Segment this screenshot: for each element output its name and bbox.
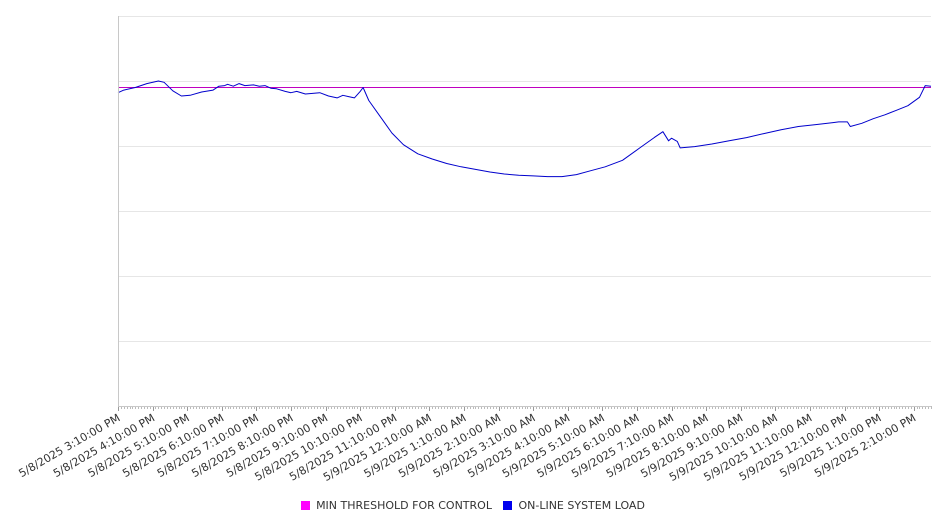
legend-swatch-threshold bbox=[301, 501, 311, 510]
legend-label-system-load: ON-LINE SYSTEM LOAD bbox=[518, 499, 645, 512]
legend-swatch-system-load bbox=[503, 501, 513, 510]
series-lines bbox=[117, 80, 932, 178]
gridlines bbox=[118, 16, 931, 342]
x-tick-labels: 5/8/2025 3:10:00 PM5/8/2025 4:10:00 PM5/… bbox=[16, 411, 918, 484]
legend: MIN THRESHOLD FOR CONTROL ON-LINE SYSTEM… bbox=[0, 499, 946, 513]
series-line-system-load bbox=[117, 80, 932, 178]
legend-item-threshold[interactable]: MIN THRESHOLD FOR CONTROL bbox=[301, 499, 492, 512]
legend-item-system-load[interactable]: ON-LINE SYSTEM LOAD bbox=[503, 499, 645, 512]
legend-label-threshold: MIN THRESHOLD FOR CONTROL bbox=[316, 499, 492, 512]
